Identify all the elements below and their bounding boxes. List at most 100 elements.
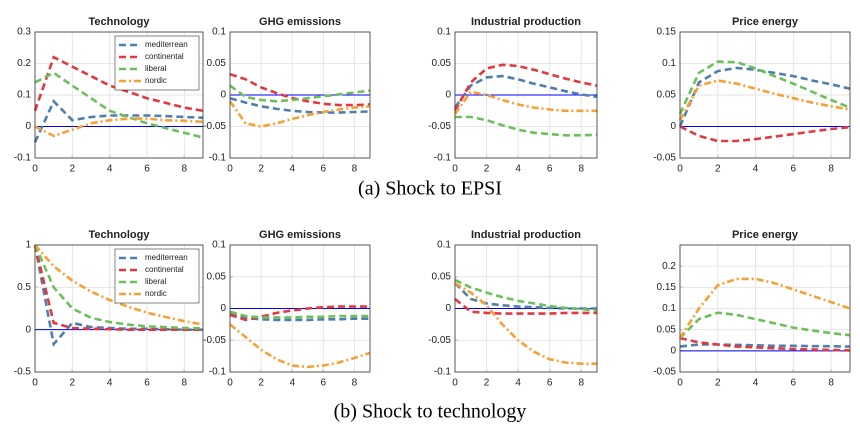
line-series [453, 63, 598, 112]
line-series [33, 99, 204, 143]
x-tick-label: 8 [828, 164, 834, 175]
x-tick-label: 6 [547, 378, 553, 389]
x-tick-label: 6 [144, 164, 150, 175]
line-series [453, 74, 598, 109]
x-tick-label: 2 [258, 378, 264, 389]
y-tick-label: 0 [25, 324, 31, 335]
y-tick-label: 0.15 [657, 282, 677, 293]
plot-frame [454, 244, 598, 373]
y-tick-label: 0.05 [657, 324, 677, 335]
caption: (a) Shock to EPSI [358, 178, 502, 200]
y-tick-label: -0.05 [428, 335, 451, 346]
y-tick-label: -0.5 [14, 367, 32, 378]
chart-title: Price energy [732, 229, 799, 241]
y-tick-label: 0.3 [17, 27, 31, 38]
y-tick-label: 0 [220, 90, 226, 101]
x-tick-label: 2 [484, 164, 490, 175]
x-tick-label: 8 [182, 378, 188, 389]
chart-title: Technology [89, 16, 151, 28]
y-tick-label: 0 [220, 303, 226, 314]
x-tick-label: 4 [107, 164, 113, 175]
y-tick-label: -0.1 [14, 153, 32, 164]
y-tick-label: 0 [670, 121, 676, 132]
x-tick-label: 2 [715, 378, 721, 389]
y-tick-label: 0.05 [432, 271, 452, 282]
x-tick-label: 6 [791, 378, 797, 389]
y-tick-label: 0 [445, 90, 451, 101]
line-series [454, 282, 597, 310]
x-tick-label: 8 [578, 378, 584, 389]
plot-frame [34, 244, 204, 373]
line-series [454, 297, 597, 315]
x-tick-label: 0 [32, 164, 38, 175]
line-series [678, 60, 851, 115]
y-tick-label: 0.05 [657, 90, 677, 101]
plot-frame [229, 31, 371, 159]
plot-frame [679, 244, 851, 373]
legend-label: mediterrean [145, 253, 188, 262]
x-tick-label: 2 [484, 378, 490, 389]
x-tick-label: 2 [70, 164, 76, 175]
x-tick-label: 0 [32, 378, 38, 389]
y-tick-label: 0.1 [437, 240, 451, 251]
legend-label: continental [145, 265, 184, 274]
y-tick-label: 0.1 [212, 27, 226, 38]
y-tick-label: 0.1 [662, 58, 676, 69]
x-tick-label: 4 [515, 164, 521, 175]
y-tick-label: -0.1 [209, 153, 227, 164]
chart-title: Industrial production [471, 16, 581, 28]
x-tick-label: 8 [182, 164, 188, 175]
x-tick-label: 4 [753, 164, 759, 175]
line-series [34, 244, 204, 326]
x-tick-label: 8 [828, 378, 834, 389]
y-tick-label: 0.1 [437, 27, 451, 38]
legend-label: nordic [145, 76, 167, 85]
x-tick-label: 8 [352, 378, 358, 389]
line-series [228, 100, 371, 128]
chart-title: Price energy [732, 16, 799, 28]
line-series [679, 343, 851, 348]
line-series [229, 84, 371, 103]
legend-label: mediterrean [145, 40, 188, 49]
x-tick-label: 6 [321, 164, 327, 175]
x-tick-label: 2 [715, 164, 721, 175]
x-tick-label: 6 [791, 164, 797, 175]
x-tick-label: 2 [70, 378, 76, 389]
line-series [229, 310, 370, 319]
y-tick-label: 0.1 [212, 240, 226, 251]
y-tick-label: 1 [25, 240, 31, 251]
x-tick-label: 0 [452, 164, 458, 175]
x-tick-label: 6 [144, 378, 150, 389]
legend-label: liberal [145, 277, 167, 286]
x-tick-label: 4 [107, 378, 113, 389]
plot-frame [34, 31, 204, 159]
y-tick-label: -0.1 [434, 367, 452, 378]
x-tick-label: 6 [547, 164, 553, 175]
line-series [454, 278, 598, 312]
x-tick-label: 4 [515, 378, 521, 389]
y-tick-label: 0 [445, 303, 451, 314]
y-tick-label: 0.1 [17, 90, 31, 101]
line-series [454, 281, 597, 365]
y-tick-label: 0 [25, 121, 31, 132]
line-series [679, 311, 851, 340]
y-tick-label: 0.2 [662, 261, 676, 272]
line-series [229, 96, 371, 114]
line-series [34, 71, 204, 139]
x-tick-label: 6 [321, 378, 327, 389]
x-tick-label: 0 [227, 378, 233, 389]
line-series [453, 90, 597, 115]
line-series [229, 323, 371, 369]
y-tick-label: -0.1 [209, 367, 227, 378]
y-tick-label: 0.2 [17, 58, 31, 69]
y-tick-label: -0.05 [203, 121, 226, 132]
x-tick-label: 0 [227, 164, 233, 175]
x-tick-label: 0 [452, 378, 458, 389]
x-tick-label: 4 [753, 378, 759, 389]
y-tick-label: -0.1 [434, 153, 452, 164]
line-series [33, 244, 204, 330]
plot-frame [679, 31, 851, 159]
x-tick-label: 0 [677, 164, 683, 175]
x-tick-label: 2 [258, 164, 264, 175]
